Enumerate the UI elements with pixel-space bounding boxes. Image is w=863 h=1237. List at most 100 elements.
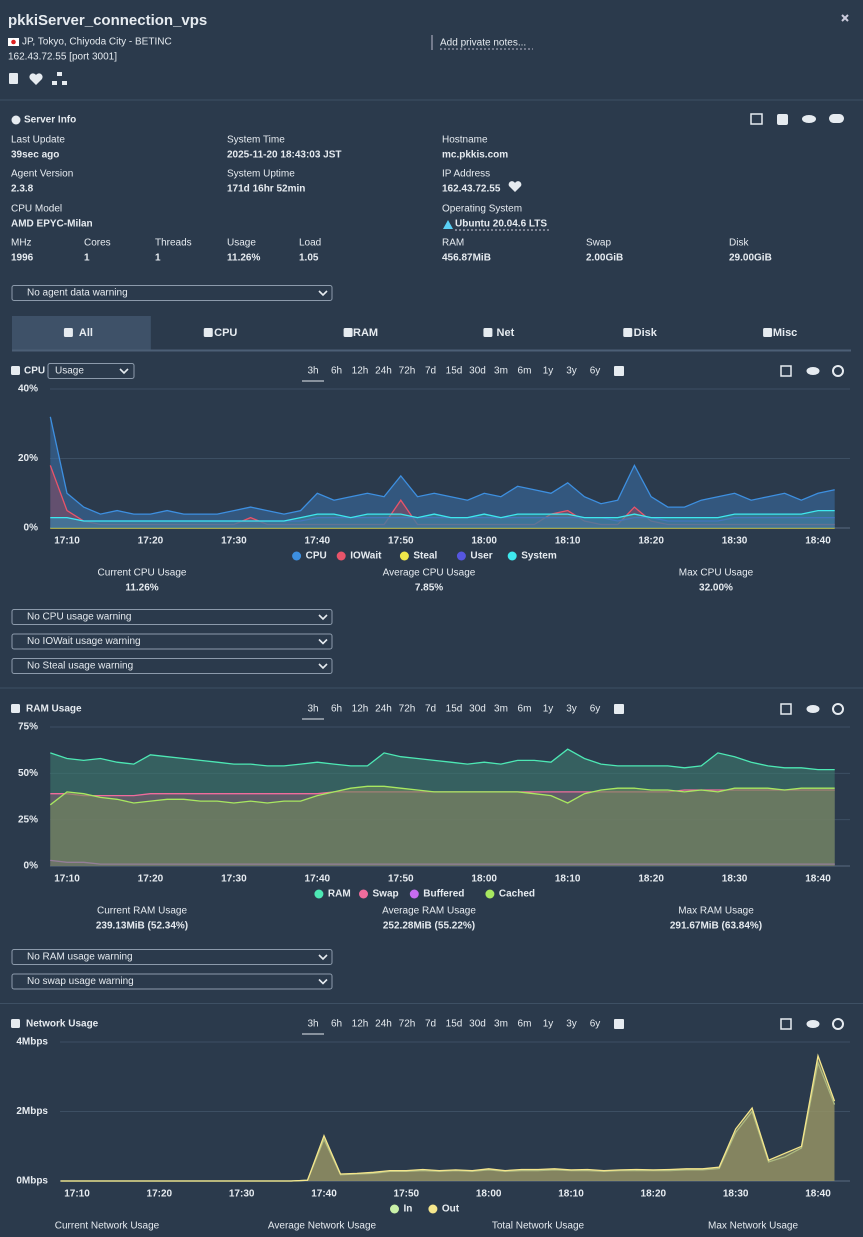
y-tick-label: 4Mbps [16, 1037, 48, 1048]
range-button[interactable]: 6y [590, 366, 601, 377]
x-tick-label: 18:30 [723, 1189, 749, 1200]
select-text[interactable]: No swap usage warning [27, 976, 134, 987]
select-box[interactable] [11, 609, 333, 625]
range-button[interactable]: 3h [307, 1019, 318, 1030]
x-tick-label: 18:30 [722, 536, 748, 547]
range-button[interactable]: 30d [469, 704, 486, 715]
stat-label: Current RAM Usage [97, 906, 187, 917]
legend-swatch [409, 889, 419, 899]
range-button[interactable]: 12h [352, 704, 369, 715]
range-button[interactable]: 6y [590, 1019, 601, 1030]
legend-swatch [428, 1204, 438, 1214]
export-icon[interactable] [780, 365, 792, 377]
range-button[interactable]: 12h [352, 1019, 369, 1030]
field-label: Load [299, 238, 321, 249]
field-label: Disk [729, 238, 749, 249]
x-tick-label: 18:10 [555, 874, 581, 885]
close-button[interactable] [841, 14, 849, 22]
eye-icon[interactable] [806, 705, 820, 713]
range-button[interactable]: 6h [331, 1019, 342, 1030]
range-button[interactable]: 72h [399, 366, 416, 377]
range-button[interactable]: 15d [446, 366, 463, 377]
refresh-icon[interactable] [832, 703, 844, 715]
area-fill [50, 510, 835, 528]
y-tick-label: 0% [24, 861, 39, 872]
range-button[interactable]: 6h [331, 704, 342, 715]
range-button[interactable]: 3m [494, 366, 508, 377]
range-button[interactable]: 6m [518, 366, 532, 377]
x-tick-label: 18:30 [722, 874, 748, 885]
range-button[interactable]: 15d [446, 1019, 463, 1030]
legend-swatch [456, 551, 466, 561]
range-button[interactable]: 1y [543, 366, 554, 377]
y-tick-label: 25% [18, 814, 38, 825]
range-button[interactable]: 1y [543, 704, 554, 715]
header-icons[interactable] [9, 72, 67, 85]
range-button[interactable]: 7d [425, 1019, 436, 1030]
calendar-icon[interactable] [614, 704, 624, 714]
range-button[interactable]: 30d [469, 1019, 486, 1030]
range-button[interactable]: 24h [375, 366, 392, 377]
range-button[interactable]: 15d [446, 704, 463, 715]
chevron [318, 614, 328, 621]
range-button[interactable]: 3m [494, 1019, 508, 1030]
selector-text[interactable]: Usage [55, 366, 84, 377]
range-button[interactable]: 1y [543, 1019, 554, 1030]
select-box[interactable] [11, 949, 333, 965]
range-button[interactable]: 6y [590, 704, 601, 715]
notes-link[interactable]: Add private notes... [440, 38, 526, 49]
range-button[interactable]: 30d [469, 366, 486, 377]
field-label: CPU Model [11, 204, 62, 215]
export-icon[interactable] [780, 1018, 792, 1030]
range-button[interactable]: 72h [399, 1019, 416, 1030]
range-button[interactable]: 12h [352, 366, 369, 377]
refresh-icon[interactable] [832, 365, 844, 377]
range-button[interactable]: 6m [518, 704, 532, 715]
range-button[interactable]: 7d [425, 704, 436, 715]
select-text[interactable]: No IOWait usage warning [27, 636, 141, 647]
chevron [318, 978, 328, 985]
area-fill [50, 416, 835, 528]
tab[interactable]: Misc [773, 327, 797, 339]
legend-entry: Swap [373, 889, 399, 900]
range-button[interactable]: 3y [566, 1019, 577, 1030]
range-button[interactable]: 6h [331, 366, 342, 377]
range-button[interactable]: 3m [494, 704, 508, 715]
tab[interactable]: RAM [353, 327, 378, 339]
select-box[interactable] [11, 633, 333, 650]
legend-swatch [507, 551, 517, 561]
x-tick-label: 17:50 [388, 536, 414, 547]
eye-icon[interactable] [806, 367, 820, 375]
tab[interactable]: CPU [214, 327, 237, 339]
select-box[interactable] [11, 973, 333, 990]
range-button[interactable]: 3h [307, 366, 318, 377]
range-button[interactable]: 72h [399, 704, 416, 715]
export-icon[interactable] [780, 703, 792, 715]
select-box[interactable] [11, 285, 333, 301]
chevron [318, 954, 328, 961]
range-button[interactable]: 6m [518, 1019, 532, 1030]
select-text[interactable]: No CPU usage warning [27, 612, 132, 623]
range-button[interactable]: 3y [566, 704, 577, 715]
selector-box[interactable] [47, 363, 135, 379]
range-button[interactable]: 3y [566, 366, 577, 377]
select-text[interactable]: No agent data warning [27, 288, 128, 299]
select-text[interactable]: No RAM usage warning [27, 952, 133, 963]
tab[interactable]: Disk [634, 327, 658, 339]
x-tick-label: 18:40 [805, 536, 831, 547]
refresh-icon[interactable] [832, 1018, 844, 1030]
range-button[interactable]: 24h [375, 1019, 392, 1030]
info-actions[interactable] [750, 113, 844, 125]
calendar-icon[interactable] [614, 366, 624, 376]
eye-icon[interactable] [806, 1020, 820, 1028]
calendar-icon[interactable] [614, 1019, 624, 1029]
select-text[interactable]: No Steal usage warning [27, 661, 133, 672]
select-box[interactable] [11, 658, 333, 674]
range-button[interactable]: 3h [307, 704, 318, 715]
range-button[interactable]: 7d [425, 366, 436, 377]
range-button[interactable]: 24h [375, 704, 392, 715]
tab[interactable]: All [79, 327, 93, 339]
stat-label: Total Network Usage [492, 1221, 585, 1232]
x-tick-label: 17:50 [388, 874, 414, 885]
tab[interactable]: Net [497, 327, 515, 339]
